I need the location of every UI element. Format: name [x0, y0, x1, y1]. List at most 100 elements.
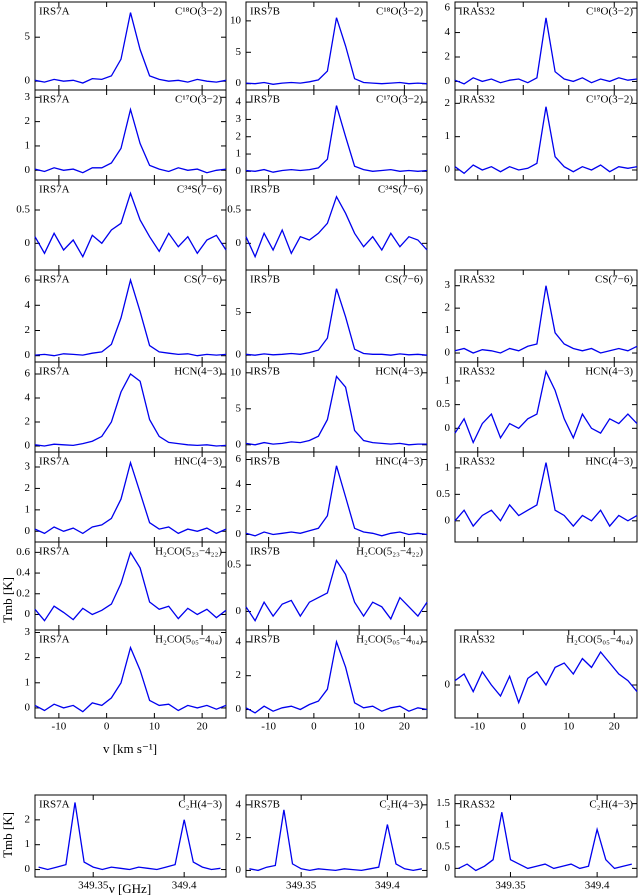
source-label: IRS7B — [250, 546, 280, 558]
y-tick-label: 0 — [445, 75, 451, 87]
y-tick-label: 2 — [236, 669, 242, 681]
y-tick-label: 4 — [236, 478, 242, 490]
y-tick-label: 5 — [236, 46, 242, 58]
y-tick-label: 1.5 — [436, 797, 450, 809]
y-tick-label: 0.6 — [16, 546, 30, 558]
x-tick-label: 0 — [521, 721, 527, 733]
spectrum-line — [245, 195, 428, 259]
source-label: IRS7B — [250, 634, 280, 646]
panel-frame — [454, 451, 638, 543]
source-label: IRS7B — [250, 6, 280, 18]
y-tick-label: 0 — [236, 438, 242, 450]
y-tick-label: 2 — [25, 482, 31, 494]
source-label: IRS7A — [39, 456, 70, 468]
y-tick-label: 0 — [25, 349, 31, 361]
transition-label: C¹⁸O(3−2) — [586, 6, 633, 18]
transition-label: C³⁴S(7−6) — [177, 184, 222, 196]
source-label: IRS7B — [250, 366, 280, 378]
transition-label: H₂CO(5₂₃−4₂₂) — [356, 546, 423, 558]
y-tick-label: 1 — [25, 503, 31, 515]
spectrum-line — [34, 191, 227, 259]
y-tick-label: 0 — [25, 237, 31, 249]
y-tick-label: 5 — [236, 306, 242, 318]
source-label: IRS7A — [39, 184, 70, 196]
y-tick-label: 1 — [445, 461, 451, 473]
transition-label: C¹⁷O(3−2) — [586, 94, 633, 106]
y-tick-label: 6 — [445, 2, 451, 14]
y-axis-label: Tmb [K] — [0, 577, 15, 623]
y-tick-label: 0.5 — [436, 398, 450, 410]
source-label: IRS7A — [39, 6, 70, 18]
spectrum-line — [245, 288, 428, 356]
y-tick-label: 0 — [236, 528, 242, 540]
source-label: IRAS32 — [459, 456, 495, 468]
spectrum-line — [38, 802, 221, 871]
spectrum-line — [245, 465, 428, 537]
spectrum-line — [245, 17, 428, 85]
y-tick-label: 0.5 — [436, 488, 450, 500]
spectrum-line — [34, 12, 227, 84]
y-tick-label: 1 — [445, 130, 451, 142]
transition-label: H₂CO(5₀₅−4₀₄) — [356, 634, 423, 646]
spectrum-line — [34, 645, 227, 713]
y-tick-label: 6 — [25, 274, 31, 286]
x-tick-label: -10 — [261, 721, 276, 733]
x-axis-label: ν [GHz] — [109, 881, 151, 896]
y-tick-label: 2 — [25, 651, 31, 663]
transition-label: HCN(4−3) — [585, 366, 633, 378]
spectrum-line — [34, 550, 227, 622]
y-tick-label: 0 — [25, 525, 31, 537]
panel-frame — [34, 794, 227, 878]
transition-label: HNC(4−3) — [174, 456, 222, 468]
y-tick-label: 6 — [25, 368, 31, 380]
y-tick-label: 3 — [25, 626, 31, 638]
spectrum-line — [454, 106, 638, 175]
x-tick-label: 20 — [197, 721, 209, 733]
y-tick-label: 0.5 — [227, 204, 241, 216]
x-tick-label: 349.35 — [495, 880, 526, 892]
x-axis-label: v [km s⁻¹] — [103, 741, 157, 756]
source-label: IRAS32 — [459, 274, 495, 286]
y-tick-label: 0 — [236, 77, 242, 89]
y-tick-label: 2 — [445, 302, 451, 314]
y-tick-label: 4 — [25, 392, 31, 404]
y-tick-label: 3 — [25, 91, 31, 103]
y-tick-label: 1 — [25, 838, 31, 850]
x-tick-label: 10 — [563, 721, 575, 733]
transition-label: H₂CO(5₀₅−4₀₄) — [566, 634, 633, 646]
y-tick-label: 0 — [445, 679, 451, 691]
y-tick-label: 0 — [25, 75, 31, 87]
source-label: IRS7A — [39, 94, 70, 106]
spectrum-line — [245, 639, 428, 714]
spectrum-line — [458, 812, 632, 872]
y-tick-label: 0 — [445, 422, 451, 434]
y-tick-label: 1 — [445, 324, 451, 336]
y-tick-label: 10 — [230, 14, 242, 26]
source-label: IRAS32 — [459, 799, 495, 811]
spectrum-line — [454, 17, 638, 85]
y-tick-label: 1 — [445, 374, 451, 386]
x-tick-label: 10 — [354, 721, 366, 733]
y-tick-label: 1 — [236, 148, 242, 160]
x-tick-label: 20 — [609, 721, 621, 733]
y-tick-label: 0 — [25, 608, 31, 620]
source-label: IRS7A — [39, 366, 70, 378]
transition-label: C¹⁷O(3−2) — [376, 94, 423, 106]
panel-frame — [245, 794, 428, 878]
y-tick-label: 0 — [236, 864, 242, 876]
y-tick-label: 3 — [236, 113, 242, 125]
transition-label: C₂H(4−3) — [178, 799, 222, 811]
x-tick-label: 349.4 — [172, 880, 197, 892]
transition-label: HNC(4−3) — [585, 456, 633, 468]
y-tick-label: 0.5 — [16, 204, 30, 216]
source-label: IRS7B — [250, 94, 280, 106]
transition-label: C¹⁷O(3−2) — [175, 94, 222, 106]
transition-label: CS(7−6) — [595, 274, 633, 286]
y-tick-label: 2 — [25, 115, 31, 127]
transition-label: H₂CO(5₀₅−4₀₄) — [155, 634, 222, 646]
y-tick-label: 1 — [25, 139, 31, 151]
y-tick-label: 2 — [236, 831, 242, 843]
y-tick-label: 0.4 — [16, 567, 30, 579]
x-tick-label: 349.4 — [585, 880, 610, 892]
x-tick-label: 349.35 — [78, 880, 109, 892]
